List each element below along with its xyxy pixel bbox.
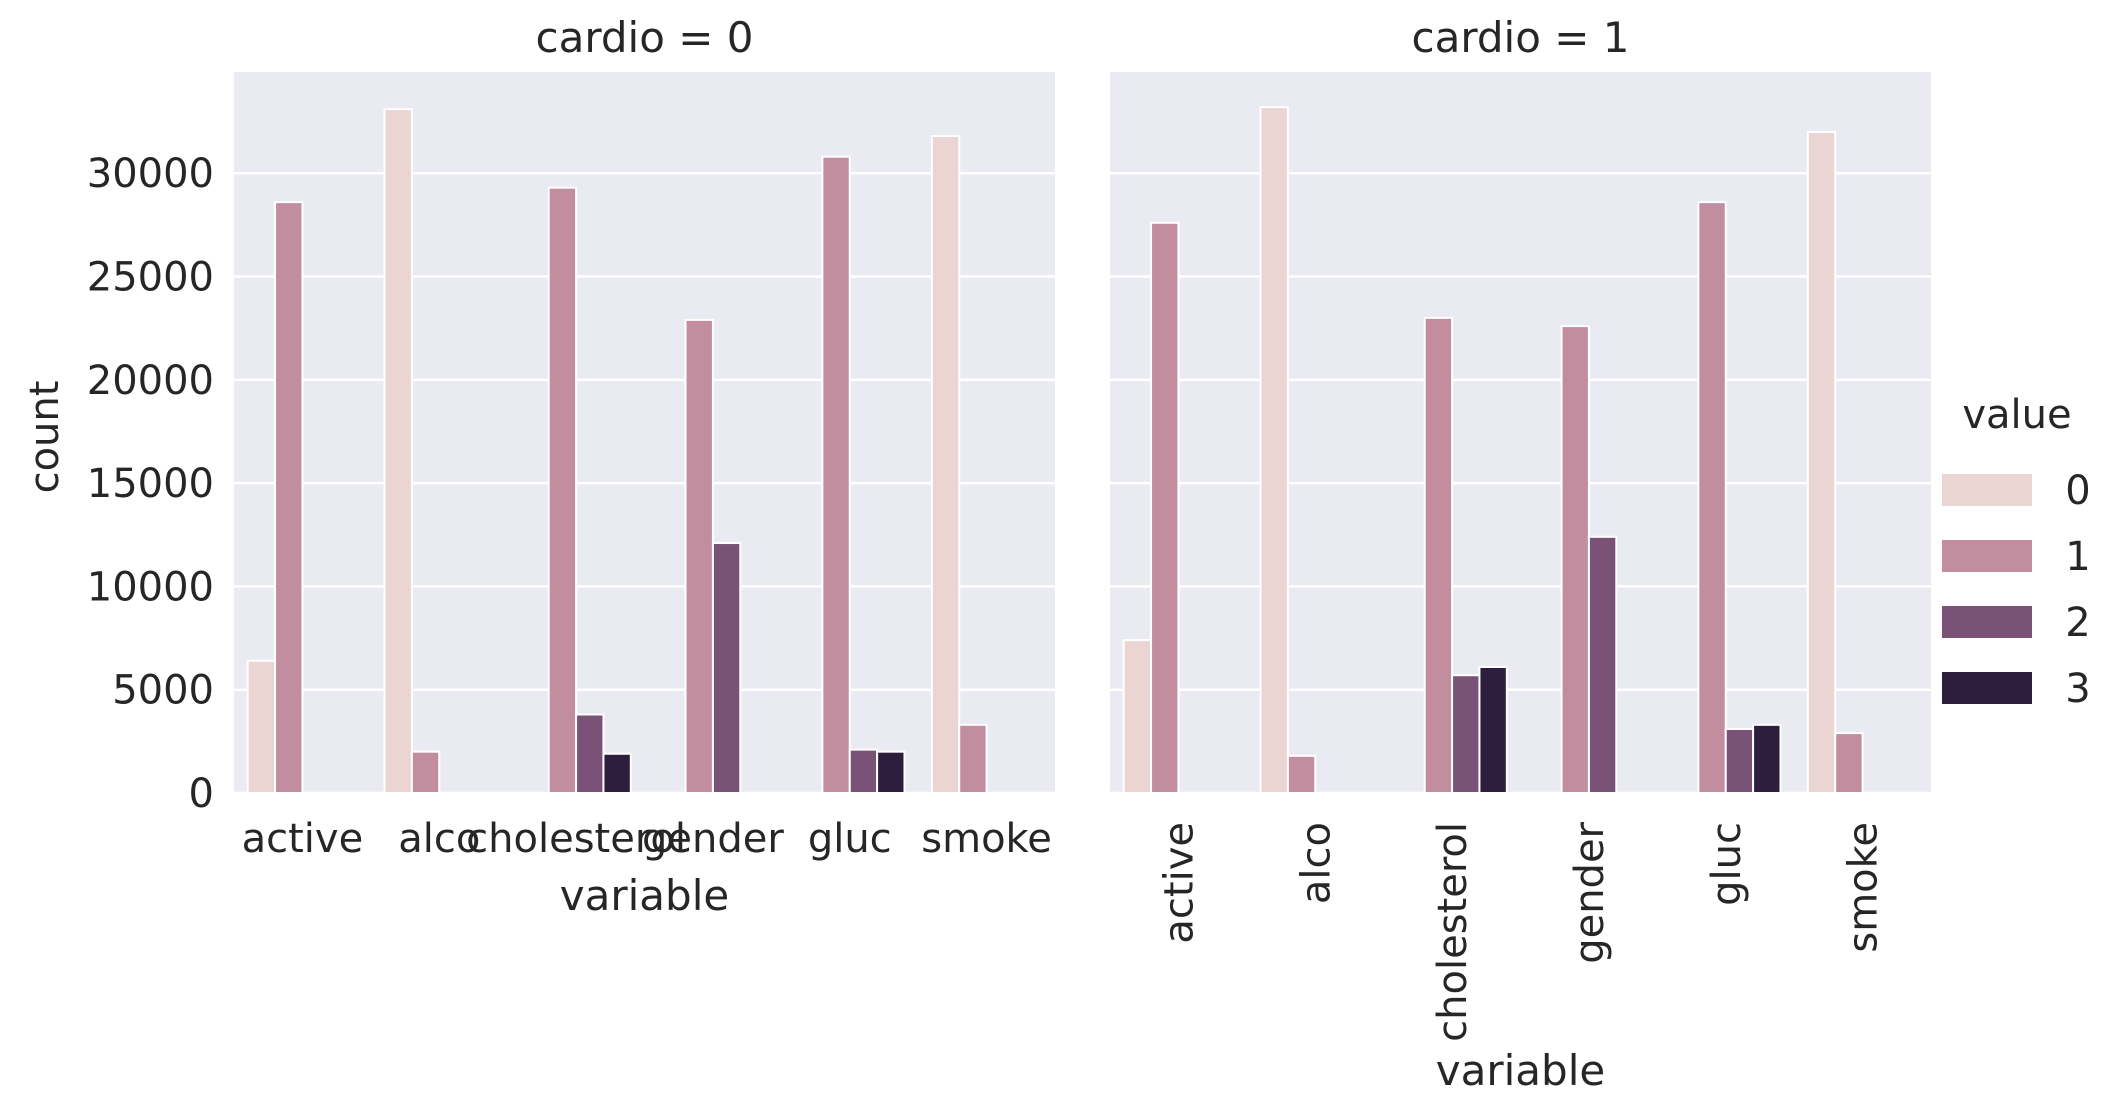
bar-active-0	[246, 659, 277, 794]
x-tick-label: alco	[1293, 822, 1339, 904]
x-tick-label: active	[242, 816, 364, 862]
bar-smoke-1	[958, 723, 988, 794]
legend-swatch-1	[1942, 540, 2032, 572]
x-tick-label: alco	[398, 816, 480, 862]
panel-0: 0 5000 10000 15000 20000 25000 30000 active alco…	[87, 13, 1055, 920]
bar-cholesterol-3	[602, 752, 632, 795]
bar-smoke-0	[930, 135, 961, 795]
bar-gender-1	[684, 318, 714, 794]
x-tick-label: smoke	[1841, 822, 1887, 953]
legend-swatch-3	[1942, 672, 2032, 704]
bar-active-1	[274, 201, 304, 794]
legend-label-3: 3	[2065, 666, 2090, 712]
x-tick-label: gluc	[1704, 822, 1750, 906]
bar-gluc-3	[1752, 723, 1782, 794]
y-tick-label: 30000	[87, 151, 214, 197]
panel-1: active alco cholesterol gender gluc smoke card…	[1110, 13, 1931, 1095]
bar-gender-1	[1560, 325, 1590, 794]
legend-label-0: 0	[2065, 468, 2090, 514]
x-tick-label: gluc	[808, 816, 892, 862]
bar-gender-2	[711, 542, 742, 795]
bar-active-1	[1150, 221, 1180, 794]
plot-area	[234, 72, 1055, 793]
x-tick-label: cholesterol	[1430, 822, 1476, 1042]
bar-alco-0	[383, 108, 413, 795]
bar-alco-0	[1259, 106, 1289, 794]
bar-gender-2	[1587, 535, 1618, 794]
y-axis-label: count	[22, 381, 68, 494]
y-tick-label: 25000	[87, 255, 214, 301]
x-tick-label: smoke	[921, 816, 1052, 862]
bar-smoke-0	[1806, 130, 1837, 794]
legend-swatch-0	[1942, 474, 2032, 506]
plot-area	[1110, 72, 1931, 793]
bar-cholesterol-2	[1451, 674, 1481, 794]
x-tick-label: cholesterol	[466, 816, 686, 862]
bar-cholesterol-1	[547, 186, 578, 794]
bar-active-0	[1122, 639, 1153, 795]
bar-gluc-1	[821, 155, 851, 794]
y-tick-label: 5000	[112, 668, 214, 714]
bar-cholesterol-3	[1478, 665, 1508, 794]
x-tick-label: active	[1156, 822, 1202, 944]
legend-swatch-2	[1942, 606, 2032, 638]
bar-cholesterol-2	[575, 713, 605, 795]
bar-gluc-2	[1724, 727, 1755, 795]
x-tick-label: gender	[1567, 821, 1613, 963]
x-axis-label: variable	[560, 871, 729, 920]
panel-title: cardio = 0	[536, 13, 754, 62]
legend-title: value	[1962, 392, 2071, 438]
legend-label-2: 2	[2065, 600, 2090, 646]
x-axis-label: variable	[1436, 1046, 1605, 1095]
y-tick-label: 20000	[87, 358, 214, 404]
bar-gluc-3	[876, 750, 906, 794]
y-tick-label: 15000	[87, 461, 214, 507]
panel-title: cardio = 1	[1412, 13, 1630, 62]
y-tick-label: 0	[189, 771, 214, 817]
bar-gluc-2	[848, 748, 879, 794]
bar-gluc-1	[1697, 201, 1727, 794]
x-tick-label: gender	[642, 816, 784, 862]
y-tick-label: 10000	[87, 564, 214, 610]
legend-label-1: 1	[2065, 534, 2090, 580]
bar-alco-1	[410, 750, 441, 794]
legend: value 0 1 2 3	[1942, 392, 2091, 712]
bar-smoke-1	[1834, 732, 1864, 794]
bar-cholesterol-1	[1423, 316, 1454, 794]
bar-alco-1	[1286, 754, 1317, 795]
